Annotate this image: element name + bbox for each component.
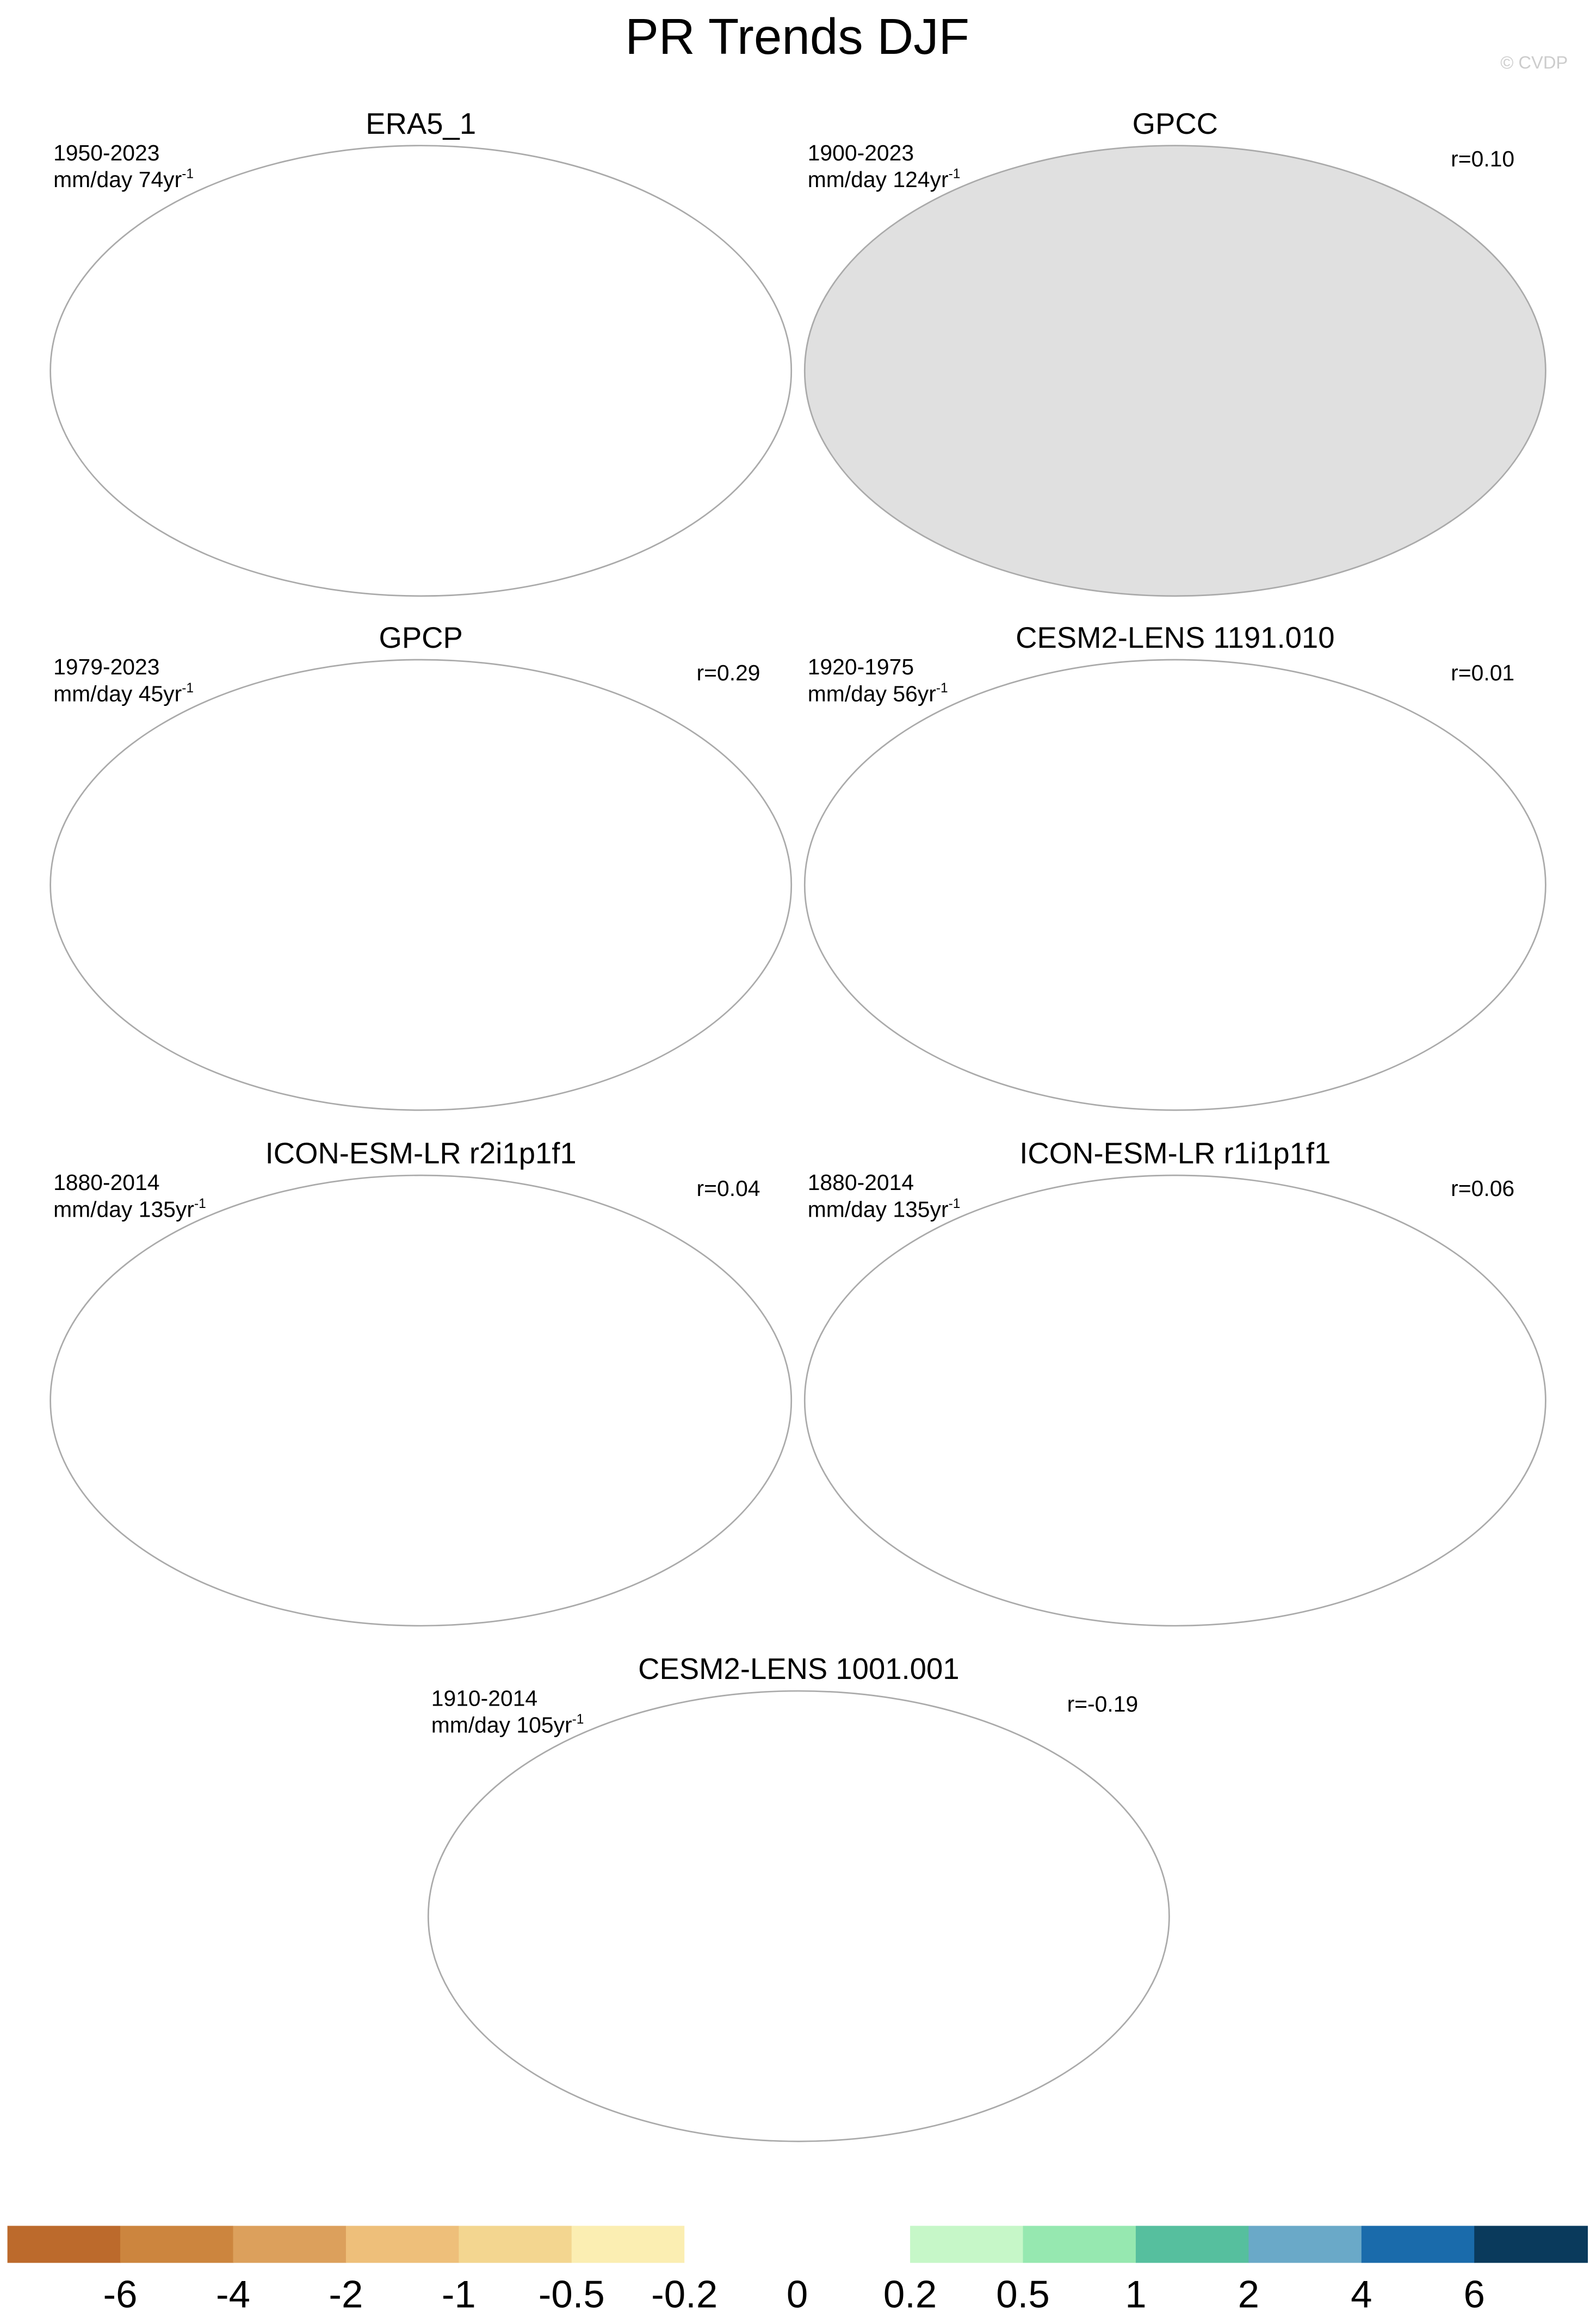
panel-title: ERA5_1 [366,107,476,140]
units: mm/day 135yr-1 [808,1197,961,1222]
colorbar-box [1248,2226,1363,2263]
panel-title: CESM2-LENS 1191.010 [1016,621,1334,654]
map-outline [427,1690,1170,2142]
units: mm/day 135yr-1 [53,1197,206,1222]
units-exponent: -1 [572,1712,584,1727]
panel-title: GPCC [1133,107,1218,140]
units: mm/day 124yr-1 [808,167,961,192]
colorbar-box [1361,2226,1475,2263]
colorbar-box [1135,2226,1249,2263]
colorbar-label: 1 [1125,2273,1146,2316]
map-outline [803,1174,1546,1627]
colorbar-label: 0.5 [996,2273,1049,2316]
period: 1910-2014 [431,1685,537,1711]
map-outline [803,145,1546,597]
period: 1950-2023 [53,140,159,165]
units-exponent: -1 [936,681,948,696]
correlation: r=0.01 [1451,660,1514,685]
units-exponent: -1 [182,167,194,182]
units-exponent: -1 [194,1197,206,1211]
units: mm/day 45yr-1 [53,681,194,706]
colorbar-box [910,2226,1024,2263]
units-base: mm/day 105yr [431,1712,572,1737]
colorbar-box [1474,2226,1588,2263]
panel-title: CESM2-LENS 1001.001 [638,1652,959,1685]
panel-title: GPCP [379,621,462,654]
period: 1900-2023 [808,140,914,165]
units-base: mm/day 74yr [53,167,182,192]
colorbar-label: 2 [1238,2273,1259,2316]
colorbar-label: 4 [1351,2273,1372,2316]
units-base: mm/day 56yr [808,681,936,706]
figure-title: PR Trends DJF [625,8,969,65]
units-base: mm/day 135yr [808,1197,949,1222]
colorbar-box [571,2226,685,2263]
units-base: mm/day 124yr [808,167,949,192]
colorbar-box [120,2226,234,2263]
period: 1880-2014 [808,1170,914,1195]
colorbar-label: 0.2 [883,2273,937,2316]
period: 1880-2014 [53,1170,159,1195]
map-outline [50,659,793,1111]
units: mm/day 56yr-1 [808,681,948,706]
map-outline [803,659,1546,1111]
units-exponent: -1 [949,1197,961,1211]
correlation: r=0.10 [1451,146,1514,171]
colorbar-label: -4 [216,2273,250,2316]
units: mm/day 105yr-1 [431,1712,584,1737]
colorbar-label: -2 [329,2273,363,2316]
colorbar-box [345,2226,460,2263]
colorbar-label: 0 [787,2273,808,2316]
colorbar-label: -6 [103,2273,138,2316]
units-exponent: -1 [949,167,961,182]
correlation: r=-0.19 [1067,1691,1139,1716]
units-base: mm/day 135yr [53,1197,194,1222]
colorbar-box [233,2226,347,2263]
colorbar-box [797,2226,911,2263]
colorbar-label: 6 [1464,2273,1485,2316]
colorbar-box [459,2226,573,2263]
period: 1920-1975 [808,654,914,679]
panel-title: ICON-ESM-LR r2i1p1f1 [265,1137,577,1170]
period: 1979-2023 [53,654,159,679]
correlation: r=0.06 [1451,1176,1514,1201]
units-base: mm/day 45yr [53,681,182,706]
correlation: r=0.29 [697,660,760,685]
colorbar-label: -1 [442,2273,476,2316]
correlation: r=0.04 [697,1176,760,1201]
colorbar-box [1023,2226,1137,2263]
units: mm/day 74yr-1 [53,167,194,192]
panel-title: ICON-ESM-LR r1i1p1f1 [1019,1137,1331,1170]
map-outline [50,1174,793,1627]
colorbar-box [7,2226,121,2263]
units-exponent: -1 [182,681,194,696]
credit: © CVDP [1500,52,1568,72]
colorbar-label: -0.5 [539,2273,605,2316]
map-outline [50,145,793,597]
colorbar-label: -0.2 [651,2273,717,2316]
colorbar-box [684,2226,798,2263]
